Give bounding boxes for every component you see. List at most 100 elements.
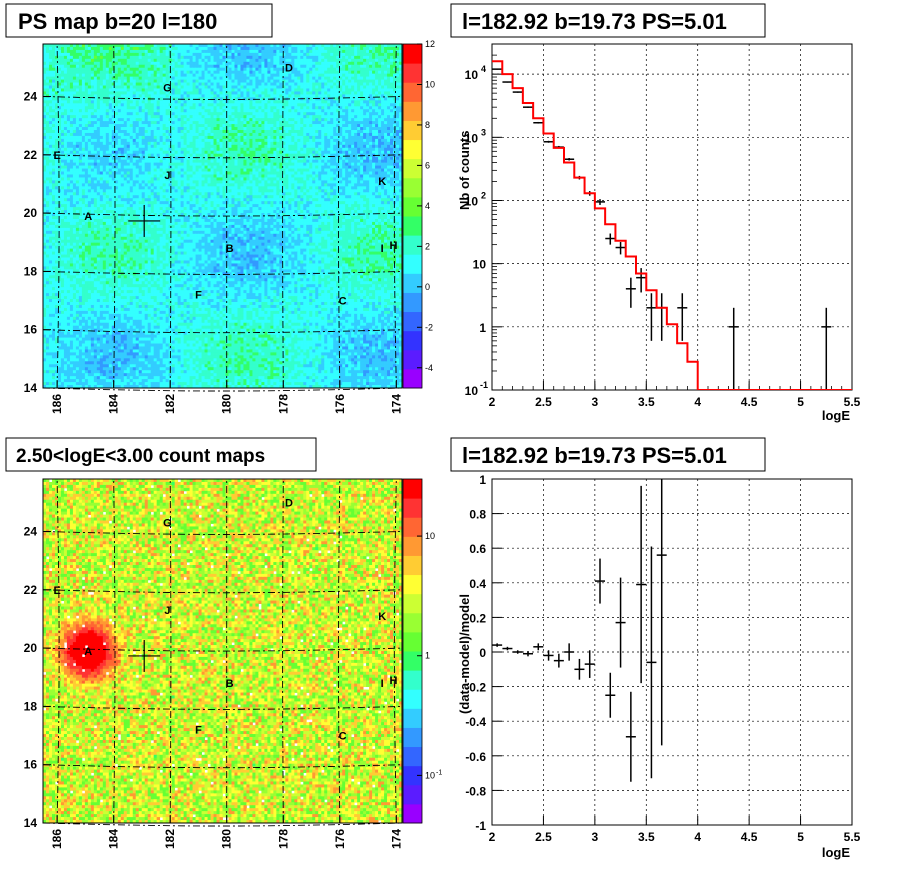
heatmap-cell xyxy=(142,50,145,53)
heatmap-cell xyxy=(139,86,142,89)
heatmap-cell xyxy=(381,53,384,56)
heatmap-cell xyxy=(154,65,157,68)
heatmap-cell xyxy=(130,106,133,109)
heatmap-cell xyxy=(193,80,196,83)
heatmap-cell xyxy=(330,83,333,86)
heatmap-cell xyxy=(273,47,276,50)
heatmap-cell xyxy=(243,157,246,160)
heatmap-cell xyxy=(124,100,127,103)
heatmap-cell xyxy=(118,136,121,139)
heatmap-cell xyxy=(231,56,234,59)
heatmap-cell xyxy=(94,103,97,106)
heatmap-cell xyxy=(214,71,217,74)
heatmap-cell xyxy=(208,44,211,47)
heatmap-cell xyxy=(360,139,363,142)
heatmap-cell xyxy=(103,151,106,154)
heatmap-cell xyxy=(276,142,279,145)
heatmap-cell xyxy=(175,97,178,100)
heatmap-cell xyxy=(79,97,82,100)
heatmap-cell xyxy=(133,88,136,91)
heatmap-cell xyxy=(193,136,196,139)
heatmap-cell xyxy=(297,47,300,50)
heatmap-cell xyxy=(396,94,399,97)
heatmap-cell xyxy=(220,91,223,94)
heatmap-cell xyxy=(231,151,234,154)
heatmap-cell xyxy=(279,91,282,94)
heatmap-cell xyxy=(175,50,178,53)
heatmap-cell xyxy=(315,97,318,100)
heatmap-cell xyxy=(223,86,226,89)
heatmap-cell xyxy=(82,86,85,89)
heatmap-cell xyxy=(73,80,76,83)
heatmap-cell xyxy=(327,62,330,65)
heatmap-cell xyxy=(187,163,190,166)
heatmap-cell xyxy=(79,59,82,62)
heatmap-cell xyxy=(339,136,342,139)
heatmap-cell xyxy=(303,71,306,74)
heatmap-cell xyxy=(369,91,372,94)
heatmap-cell xyxy=(387,124,390,127)
heatmap-cell xyxy=(97,44,100,47)
heatmap-cell xyxy=(136,94,139,97)
heatmap-cell xyxy=(109,115,112,118)
heatmap-cell xyxy=(366,50,369,53)
heatmap-cell xyxy=(231,59,234,62)
heatmap-cell xyxy=(240,121,243,124)
heatmap-cell xyxy=(228,130,231,133)
heatmap-cell xyxy=(124,83,127,86)
heatmap-cell xyxy=(49,47,52,50)
heatmap-cell xyxy=(243,86,246,89)
heatmap-cell xyxy=(363,86,366,89)
heatmap-cell xyxy=(214,103,217,106)
heatmap-cell xyxy=(142,127,145,130)
heatmap-cell xyxy=(46,130,49,133)
heatmap-cell xyxy=(199,50,202,53)
heatmap-cell xyxy=(148,50,151,53)
heatmap-cell xyxy=(339,130,342,133)
heatmap-cell xyxy=(91,157,94,160)
heatmap-cell xyxy=(387,68,390,71)
heatmap-cell xyxy=(46,121,49,124)
heatmap-cell xyxy=(106,83,109,86)
heatmap-cell xyxy=(297,163,300,166)
heatmap-cell xyxy=(390,142,393,145)
heatmap-cell xyxy=(214,109,217,112)
heatmap-cell xyxy=(270,106,273,109)
heatmap-cell xyxy=(49,103,52,106)
heatmap-cell xyxy=(202,145,205,148)
heatmap-cell xyxy=(246,94,249,97)
heatmap-cell xyxy=(231,139,234,142)
heatmap-cell xyxy=(306,74,309,77)
heatmap-cell xyxy=(333,148,336,151)
heatmap-cell xyxy=(255,59,258,62)
heatmap-cell xyxy=(366,53,369,56)
heatmap-cell xyxy=(279,94,282,97)
heatmap-cell xyxy=(246,127,249,130)
heatmap-cell xyxy=(103,47,106,50)
heatmap-cell xyxy=(267,91,270,94)
heatmap-cell xyxy=(61,77,64,80)
heatmap-cell xyxy=(151,94,154,97)
heatmap-cell xyxy=(193,130,196,133)
heatmap-cell xyxy=(351,148,354,151)
heatmap-cell xyxy=(121,100,124,103)
heatmap-cell xyxy=(106,53,109,56)
heatmap-cell xyxy=(52,56,55,59)
heatmap-cell xyxy=(348,88,351,91)
heatmap-cell xyxy=(279,139,282,142)
heatmap-cell xyxy=(130,56,133,59)
heatmap-cell xyxy=(315,145,318,148)
heatmap-cell xyxy=(315,106,318,109)
heatmap-cell xyxy=(225,139,228,142)
heatmap-cell xyxy=(85,145,88,148)
heatmap-cell xyxy=(330,106,333,109)
heatmap-cell xyxy=(258,59,261,62)
heatmap-cell xyxy=(246,86,249,89)
heatmap-cell xyxy=(264,59,267,62)
heatmap-cell xyxy=(151,151,154,154)
heatmap-cell xyxy=(109,83,112,86)
heatmap-cell xyxy=(261,121,264,124)
heatmap-cell xyxy=(372,157,375,160)
heatmap-cell xyxy=(73,115,76,118)
heatmap-cell xyxy=(351,88,354,91)
